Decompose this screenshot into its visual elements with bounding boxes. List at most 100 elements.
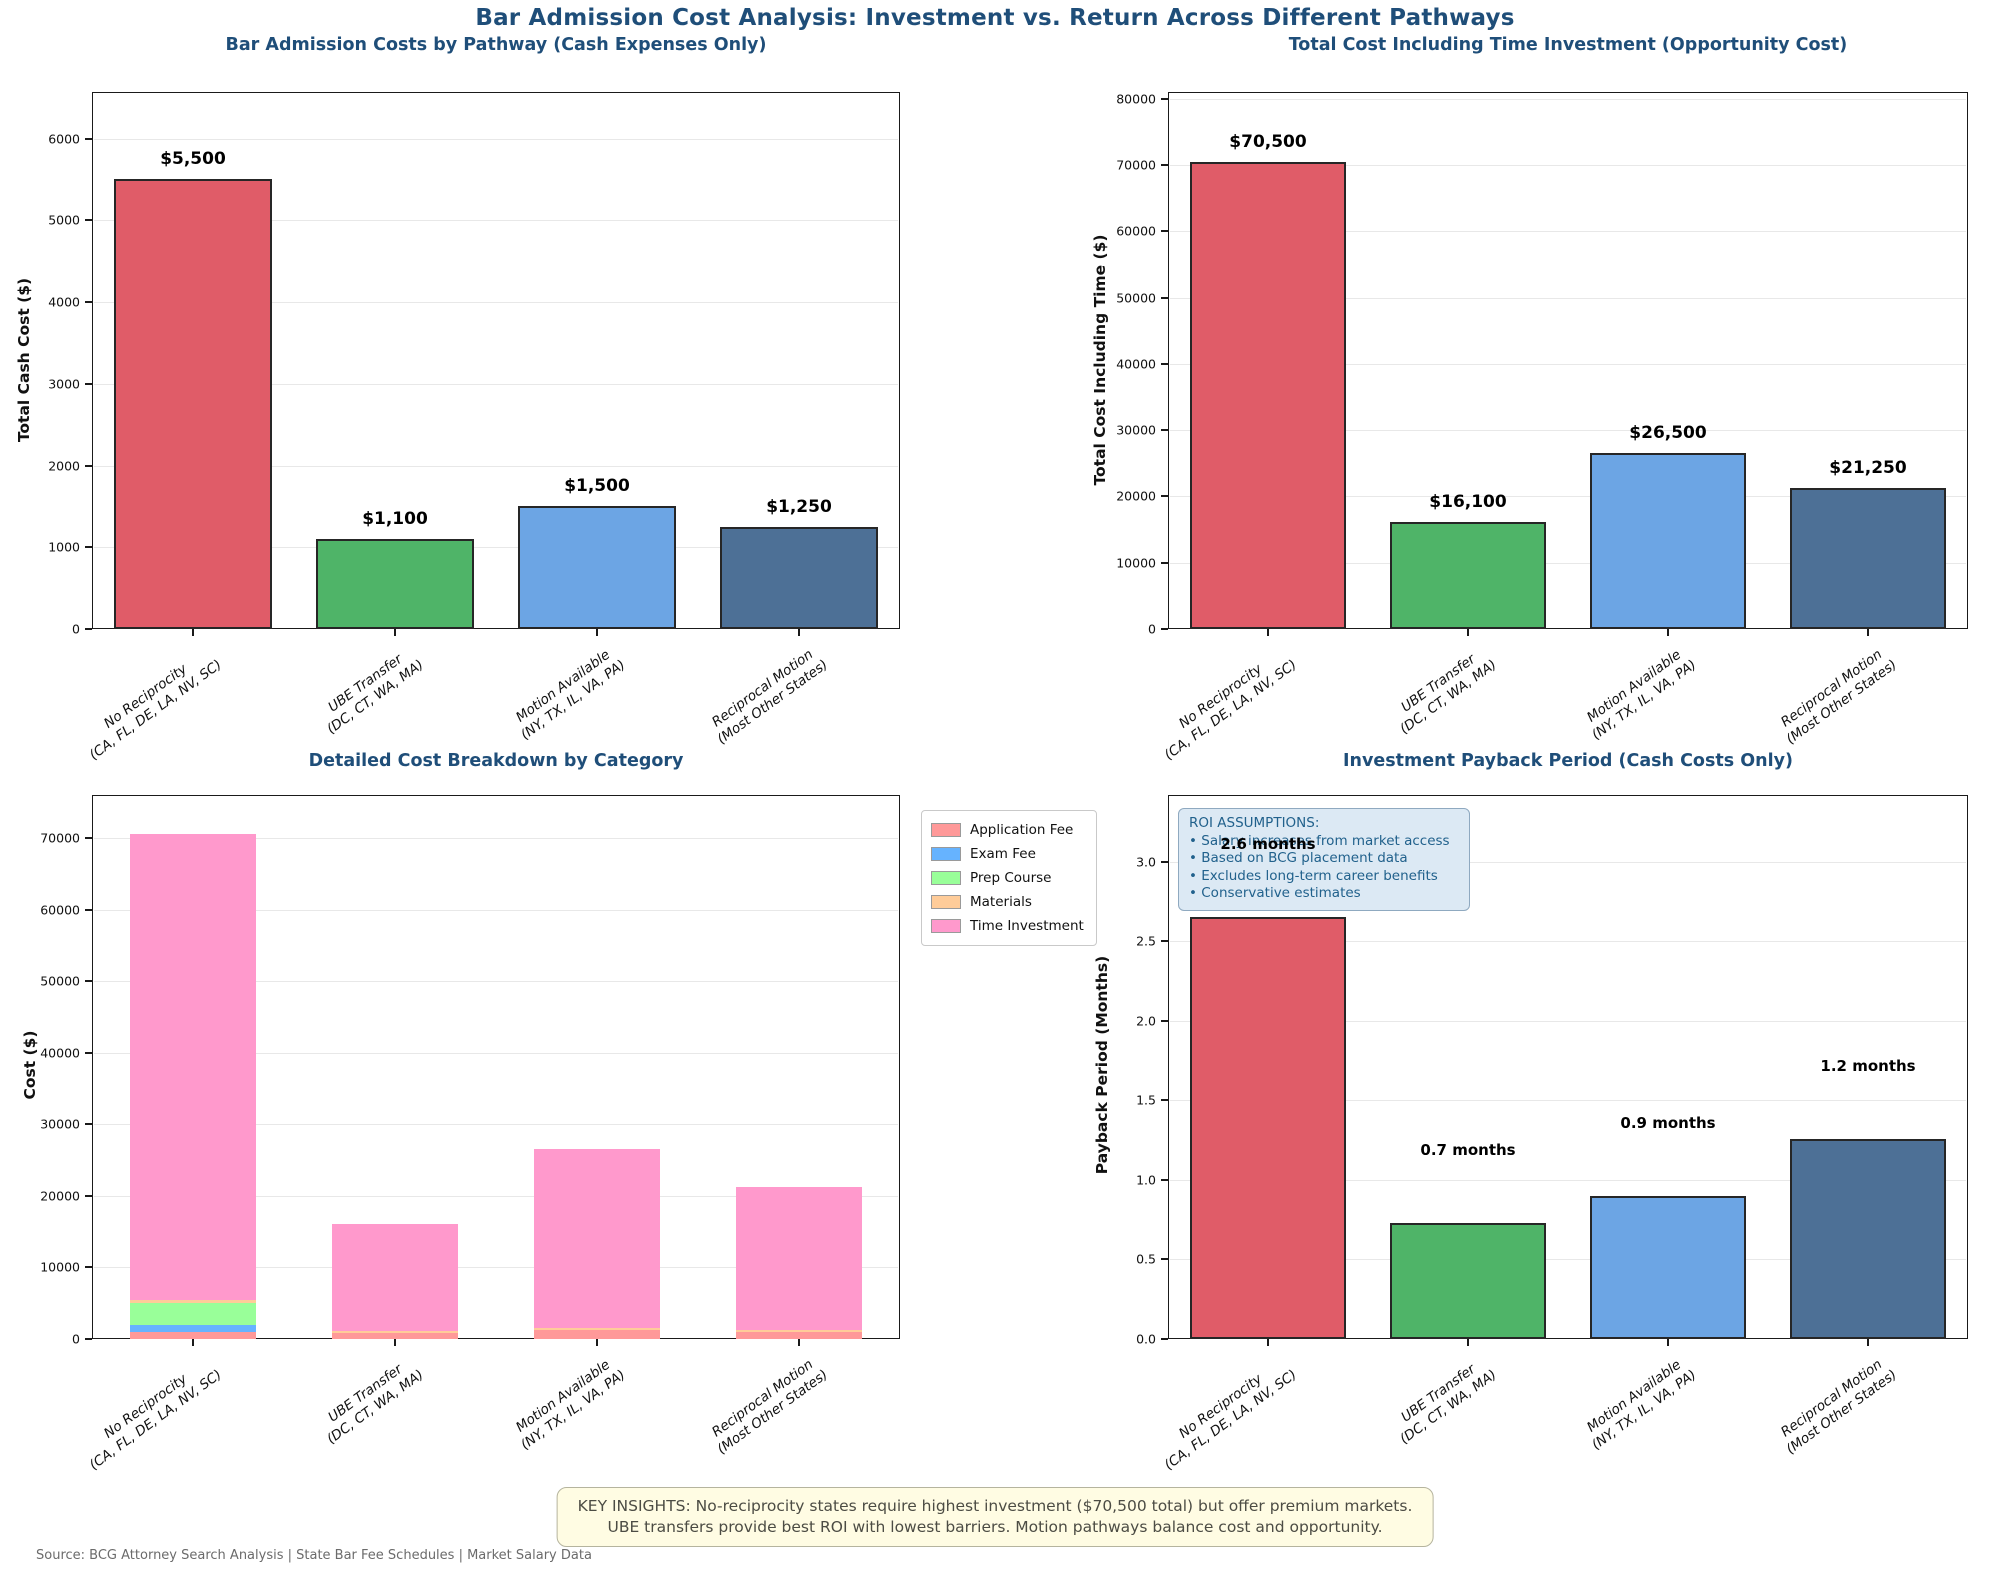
payback-gridline: [1170, 861, 1966, 863]
total-value-label: $16,100: [1429, 492, 1507, 513]
payback-gridline: [1170, 1259, 1966, 1261]
category-name: No Reciprocity: [100, 660, 190, 732]
roi-assumption-line: • Salary increases from market access: [1189, 832, 1450, 849]
breakdown-segment-exam-fee: [130, 1324, 256, 1332]
total-y-tick-label: 50000: [1116, 290, 1156, 306]
legend-label: Prep Course: [970, 870, 1052, 886]
breakdown-segment-materials: [130, 1299, 256, 1304]
cash-bar-3: [518, 506, 676, 629]
breakdown-x-tick: [192, 1339, 194, 1346]
legend-label: Materials: [970, 894, 1032, 910]
total-bar-3: [1590, 453, 1746, 629]
payback-x-tick-label: Motion Available (NY, TX, IL, VA, PA): [1579, 1353, 1700, 1453]
breakdown-y-tick-label: 0: [72, 1331, 80, 1347]
category-states: (CA, FL, DE, LA, NV, SC): [85, 656, 225, 763]
payback-y-tick-label: 2.5: [1136, 933, 1156, 949]
legend-label: Time Investment: [970, 918, 1084, 934]
cash-x-tick-label: Motion Available (NY, TX, IL, VA, PA): [508, 643, 629, 743]
payback-y-tick-label: 2.0: [1136, 1013, 1156, 1029]
total-gridline: [1170, 164, 1966, 166]
total-gridline: [1170, 430, 1966, 432]
total-x-tick: [1467, 629, 1469, 636]
legend-label: Application Fee: [970, 822, 1074, 838]
legend-label: Exam Fee: [970, 846, 1036, 862]
roi-assumption-line: • Based on BCG placement data: [1189, 850, 1408, 866]
breakdown-x-tick: [798, 1339, 800, 1346]
cash-bar-4: [720, 526, 878, 629]
breakdown-segment-application-fee: [332, 1332, 458, 1339]
cash-value-label: $5,500: [160, 149, 226, 170]
payback-y-tick: [1161, 1019, 1168, 1022]
breakdown-gridline: [94, 1052, 898, 1054]
payback-x-tick: [1667, 1339, 1669, 1346]
cash-value-label: $1,500: [564, 476, 630, 497]
breakdown-x-tick-label: Reciprocal Motion (Most Other States): [704, 1353, 831, 1458]
category-name: No Reciprocity: [1175, 660, 1265, 732]
payback-y-tick-label: 0.5: [1136, 1251, 1156, 1267]
breakdown-segment-time-investment: [332, 1223, 458, 1332]
total-bar-4: [1790, 488, 1946, 629]
payback-chart-title: Investment Payback Period (Cash Costs On…: [1342, 751, 1793, 771]
key-insights-box: KEY INSIGHTS: No-reciprocity states requ…: [556, 1487, 1434, 1547]
total-y-tick-label: 80000: [1116, 91, 1156, 107]
category-states: (CA, FL, DE, LA, NV, SC): [1160, 1366, 1300, 1473]
cash-gridline: [94, 220, 898, 222]
total-gridline: [1170, 297, 1966, 299]
total-y-tick: [1161, 230, 1168, 233]
payback-y-tick: [1161, 860, 1168, 863]
payback-value-label: 1.2 months: [1820, 1056, 1916, 1075]
total-value-label: $26,500: [1629, 423, 1707, 444]
payback-bar-1: [1190, 917, 1346, 1339]
payback-y-tick: [1161, 1099, 1168, 1102]
breakdown-y-tick-label: 40000: [40, 1045, 80, 1061]
total-gridline: [1170, 231, 1966, 233]
cash-gridline: [94, 465, 898, 467]
breakdown-y-tick: [85, 980, 92, 983]
total-y-tick: [1161, 97, 1168, 100]
breakdown-y-tick-label: 60000: [40, 902, 80, 918]
payback-x-tick-label: No Reciprocity (CA, FL, DE, LA, NV, SC): [1151, 1353, 1299, 1473]
category-name: No Reciprocity: [100, 1370, 190, 1442]
cash-x-tick-label: UBE Transfer (DC, CT, WA, MA): [314, 643, 427, 737]
cash-y-tick: [85, 301, 92, 304]
figure-title: Bar Admission Cost Analysis: Investment …: [475, 5, 1515, 31]
breakdown-segment-materials: [332, 1331, 458, 1333]
total-y-tick: [1161, 561, 1168, 564]
legend-item-exam-fee: Exam Fee: [931, 842, 1084, 866]
payback-gridline: [1170, 941, 1966, 943]
breakdown-y-tick-label: 30000: [40, 1116, 80, 1132]
breakdown-segment-time-investment: [736, 1186, 862, 1331]
breakdown-x-tick: [394, 1339, 396, 1346]
cash-y-tick-label: 0: [72, 621, 80, 637]
payback-value-label: 2.6 months: [1220, 835, 1316, 854]
breakdown-y-tick: [85, 908, 92, 911]
payback-bar-2: [1390, 1222, 1546, 1339]
cash-y-tick: [85, 382, 92, 385]
payback-y-tick-label: 0.0: [1136, 1331, 1156, 1347]
breakdown-chart-title: Detailed Cost Breakdown by Category: [308, 751, 684, 771]
breakdown-segment-materials: [736, 1330, 862, 1332]
total-y-tick-label: 40000: [1116, 356, 1156, 372]
cash-y-tick: [85, 464, 92, 467]
payback-y-tick-label: 1.5: [1136, 1092, 1156, 1108]
roi-assumption-line: • Conservative estimates: [1189, 885, 1361, 901]
total-gridline: [1170, 363, 1966, 365]
payback-gridline: [1170, 1100, 1966, 1102]
breakdown-y-tick-label: 50000: [40, 973, 80, 989]
total-x-tick: [1867, 629, 1869, 636]
legend-item-prep-course: Prep Course: [931, 866, 1084, 890]
legend-swatch: [931, 895, 961, 909]
breakdown-y-tick-label: 10000: [40, 1259, 80, 1275]
breakdown-segment-time-investment: [534, 1149, 660, 1329]
payback-gridline: [1170, 1179, 1966, 1181]
total-value-label: $21,250: [1829, 458, 1907, 479]
total-y-tick-label: 10000: [1116, 555, 1156, 571]
total-bar-1: [1190, 161, 1346, 629]
total-y-tick: [1161, 362, 1168, 365]
total-y-tick-label: 60000: [1116, 223, 1156, 239]
payback-x-tick: [1267, 1339, 1269, 1346]
total-y-tick-label: 20000: [1116, 488, 1156, 504]
payback-gridline: [1170, 1020, 1966, 1022]
total-y-tick: [1161, 628, 1168, 630]
key-insights-line2: UBE transfers provide best ROI with lowe…: [607, 1518, 1383, 1536]
